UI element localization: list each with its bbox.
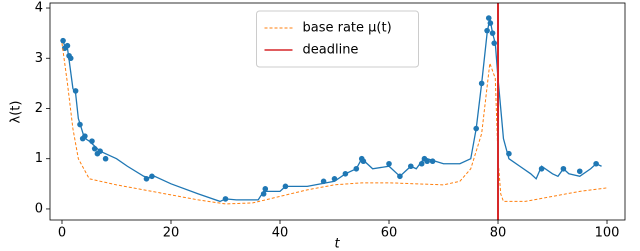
y-axis-label: λ(t)	[9, 101, 24, 124]
y-tick-label: 0	[35, 201, 43, 216]
event-point	[222, 196, 229, 202]
x-tick-label: 20	[163, 226, 180, 241]
event-point	[262, 186, 269, 192]
x-tick-label: 80	[490, 226, 507, 241]
event-point	[408, 163, 414, 170]
event-point	[473, 125, 480, 132]
event-point	[143, 176, 150, 182]
event-point	[538, 165, 545, 172]
event-point	[342, 170, 349, 177]
event-point	[82, 133, 88, 139]
event-point	[89, 138, 95, 144]
event-point	[91, 145, 98, 152]
x-tick-label: 40	[272, 226, 289, 241]
event-point	[429, 158, 436, 165]
x-tick-label: 60	[381, 226, 398, 241]
event-point	[282, 183, 289, 190]
x-tick-label: 100	[595, 226, 620, 241]
x-axis-label: t	[334, 237, 340, 251]
event-point	[424, 158, 430, 165]
legend-label: base rate μ(t)	[303, 21, 392, 36]
x-tick-label: 0	[58, 226, 66, 241]
event-point	[360, 158, 367, 165]
event-point	[320, 178, 327, 185]
y-tick-label: 2	[35, 101, 43, 116]
legend-label: deadline	[303, 43, 359, 58]
event-point	[489, 30, 496, 36]
event-point	[593, 160, 599, 167]
event-point	[487, 20, 494, 26]
event-point	[576, 168, 583, 175]
event-point	[60, 37, 66, 44]
event-point	[72, 88, 79, 94]
event-point	[491, 40, 497, 46]
event-point	[67, 55, 74, 62]
event-point	[478, 80, 485, 87]
plot	[60, 3, 608, 220]
legend-box	[256, 10, 419, 68]
y-tick-label: 1	[35, 151, 43, 166]
y-tick-label: 4	[35, 1, 43, 16]
event-point	[260, 191, 267, 197]
event-point	[484, 27, 490, 34]
event-point	[102, 155, 109, 162]
event-point	[386, 160, 392, 167]
event-point	[331, 176, 338, 182]
event-point	[64, 42, 71, 49]
event-point	[353, 165, 360, 172]
event-point	[149, 173, 155, 180]
event-point	[418, 160, 425, 167]
event-point	[77, 121, 83, 128]
event-point	[560, 165, 567, 172]
event-point	[485, 15, 492, 21]
plot-frame	[49, 2, 626, 221]
event-point	[397, 173, 403, 180]
base-rate-line	[61, 43, 608, 205]
y-tick-label: 3	[35, 51, 43, 66]
event-point	[97, 148, 103, 154]
event-point	[506, 150, 512, 157]
